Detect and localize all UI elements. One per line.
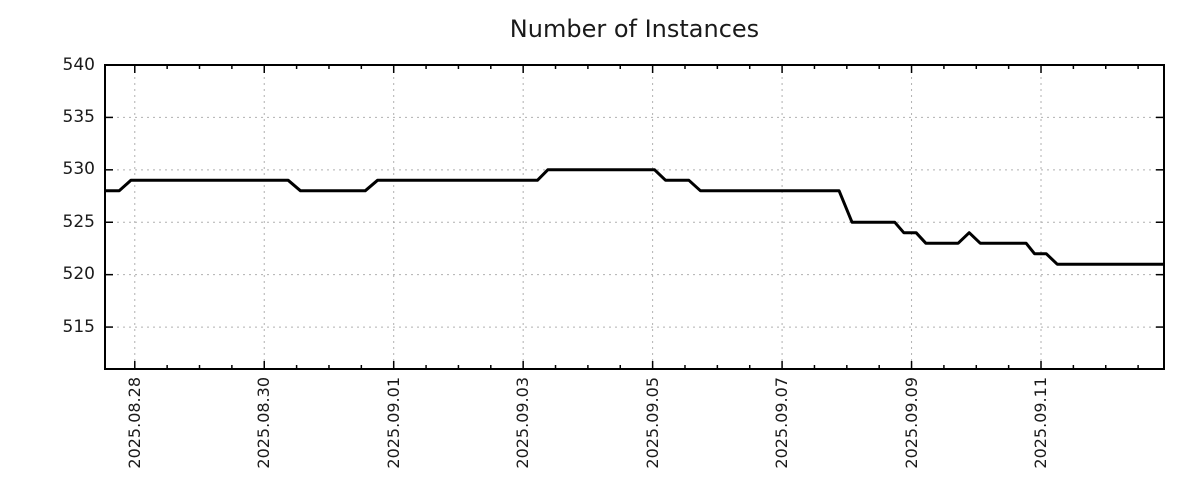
x-tick-label: 2025.09.11 — [1031, 377, 1050, 469]
x-tick-label: 2025.09.05 — [642, 377, 662, 469]
y-tick-label: 520 — [62, 264, 95, 285]
y-tick-label: 525 — [62, 211, 95, 232]
y-tick-label: 540 — [62, 54, 95, 75]
data-line — [105, 168, 1164, 266]
x-tick-label: 2025.08.28 — [124, 377, 144, 469]
x-tick-label: 2025.09.07 — [772, 377, 792, 469]
x-tick-label: 2025.09.09 — [901, 377, 921, 469]
x-tick-label: 2025.08.30 — [254, 377, 274, 469]
x-tick-label: 2025.09.03 — [513, 377, 533, 469]
chart-title: Number of Instances — [509, 15, 760, 43]
y-tick-label: 515 — [62, 316, 95, 337]
y-tick-label: 530 — [62, 159, 95, 180]
x-tick-label: 2025.09.01 — [383, 377, 403, 469]
plot-border — [104, 64, 1165, 370]
y-tick-label: 535 — [62, 106, 95, 127]
